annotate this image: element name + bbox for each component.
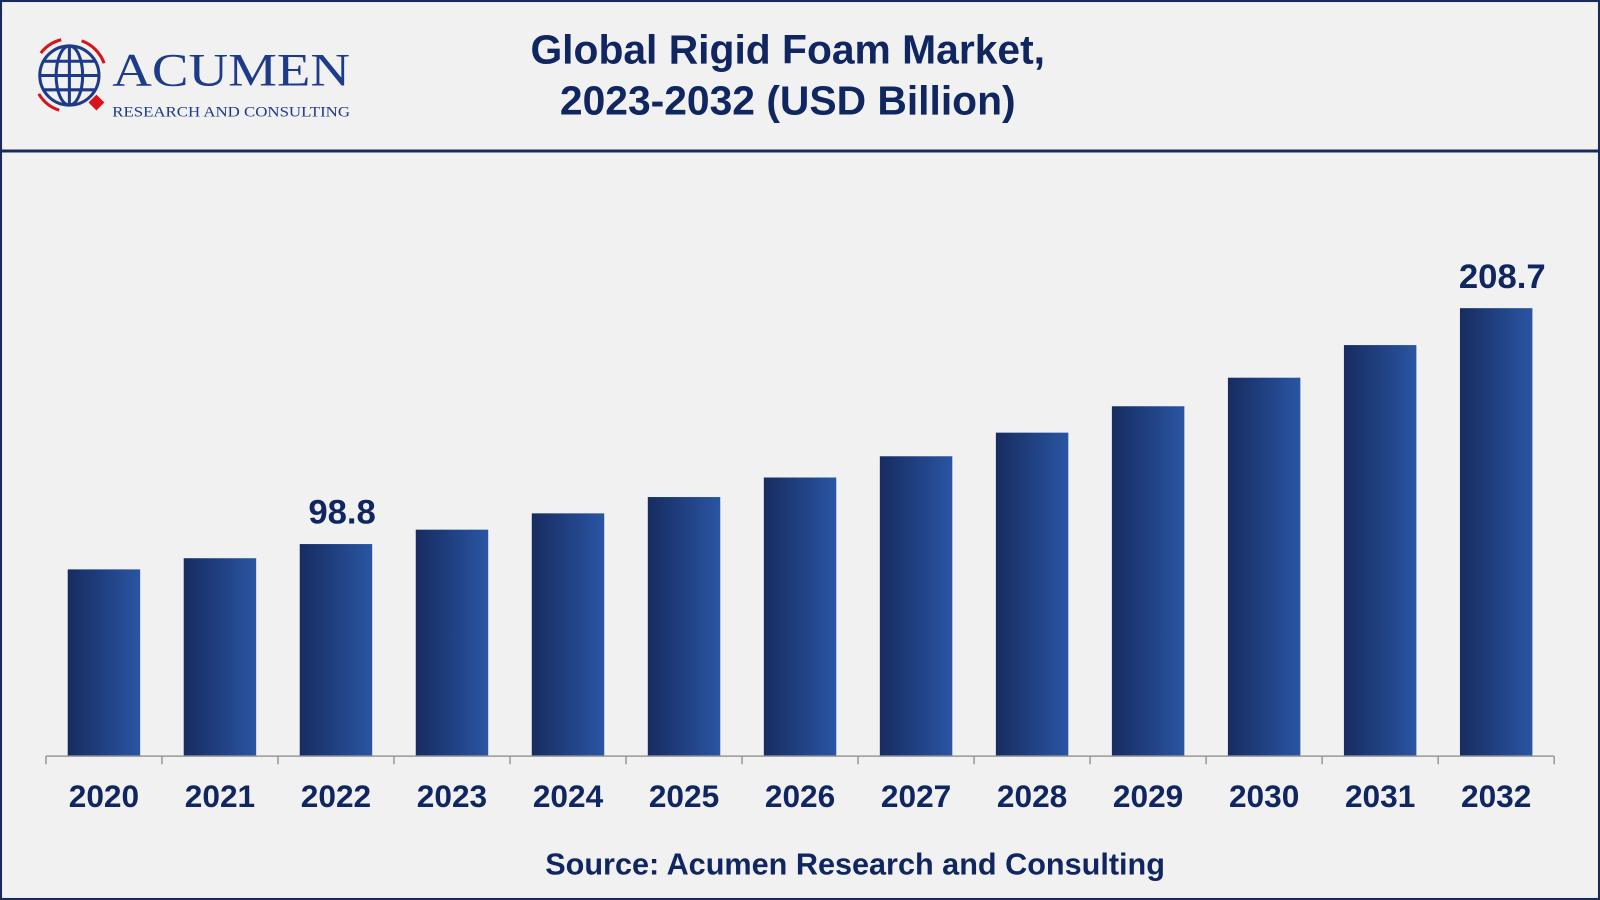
x-tick-label: 2027 xyxy=(881,778,951,814)
bar-2022 xyxy=(299,544,373,757)
x-tick-label: 2031 xyxy=(1345,778,1415,814)
logo-text: ACUMEN xyxy=(112,45,350,97)
bar-2027 xyxy=(879,456,953,757)
bar-2028 xyxy=(995,432,1069,757)
x-tick-label: 2028 xyxy=(997,778,1067,814)
bar-2024 xyxy=(531,513,605,757)
bar-2029 xyxy=(1111,406,1185,757)
logo-subtext: RESEARCH AND CONSULTING xyxy=(112,104,350,120)
bar-2025 xyxy=(647,497,721,757)
bar-2021 xyxy=(183,558,257,757)
x-tick-label: 2030 xyxy=(1229,778,1299,814)
source-note: Source: Acumen Research and Consulting xyxy=(545,847,1165,881)
x-axis xyxy=(45,755,1555,765)
globe-icon xyxy=(38,44,101,107)
x-tick-label: 2032 xyxy=(1461,778,1531,814)
bar-2023 xyxy=(415,529,489,757)
x-tick-label: 2021 xyxy=(185,778,255,814)
x-tick-label: 2026 xyxy=(765,778,835,814)
arrows-icon xyxy=(37,38,106,112)
bar-2026 xyxy=(763,477,837,757)
logo: ACUMEN RESEARCH AND CONSULTING xyxy=(37,38,350,120)
x-tick-label: 2025 xyxy=(649,778,719,814)
x-tick-label: 2022 xyxy=(301,778,371,814)
data-label-2032: 208.7 xyxy=(1459,258,1546,296)
bar-2030 xyxy=(1227,377,1301,757)
chart-title-line2: 2023-2032 (USD Billion) xyxy=(560,77,1016,123)
data-labels: 98.8 208.7 xyxy=(308,258,1545,532)
data-label-2022: 98.8 xyxy=(308,494,376,532)
bars xyxy=(67,308,1533,757)
x-tick-label: 2023 xyxy=(417,778,487,814)
bar-2032 xyxy=(1459,308,1533,757)
x-tick-label: 2020 xyxy=(69,778,139,814)
bar-2020 xyxy=(67,569,141,757)
chart-title-line1: Global Rigid Foam Market, xyxy=(530,26,1045,72)
x-tick-label: 2024 xyxy=(533,778,604,814)
bar-2031 xyxy=(1343,345,1417,757)
x-tick-labels: 2020 2021 2022 2023 2024 2025 2026 2027 2028 2029… xyxy=(69,778,1532,814)
x-tick-label: 2029 xyxy=(1113,778,1183,814)
